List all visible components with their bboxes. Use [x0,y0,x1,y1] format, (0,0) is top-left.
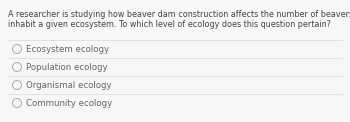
Text: Ecosystem ecology: Ecosystem ecology [26,45,109,54]
Text: A researcher is studying how beaver dam construction affects the number of beave: A researcher is studying how beaver dam … [8,10,350,19]
Text: Population ecology: Population ecology [26,62,108,71]
Text: inhabit a given ecosystem. To which level of ecology does this question pertain?: inhabit a given ecosystem. To which leve… [8,20,331,29]
Text: Organismal ecology: Organismal ecology [26,81,112,90]
Text: Community ecology: Community ecology [26,98,112,107]
